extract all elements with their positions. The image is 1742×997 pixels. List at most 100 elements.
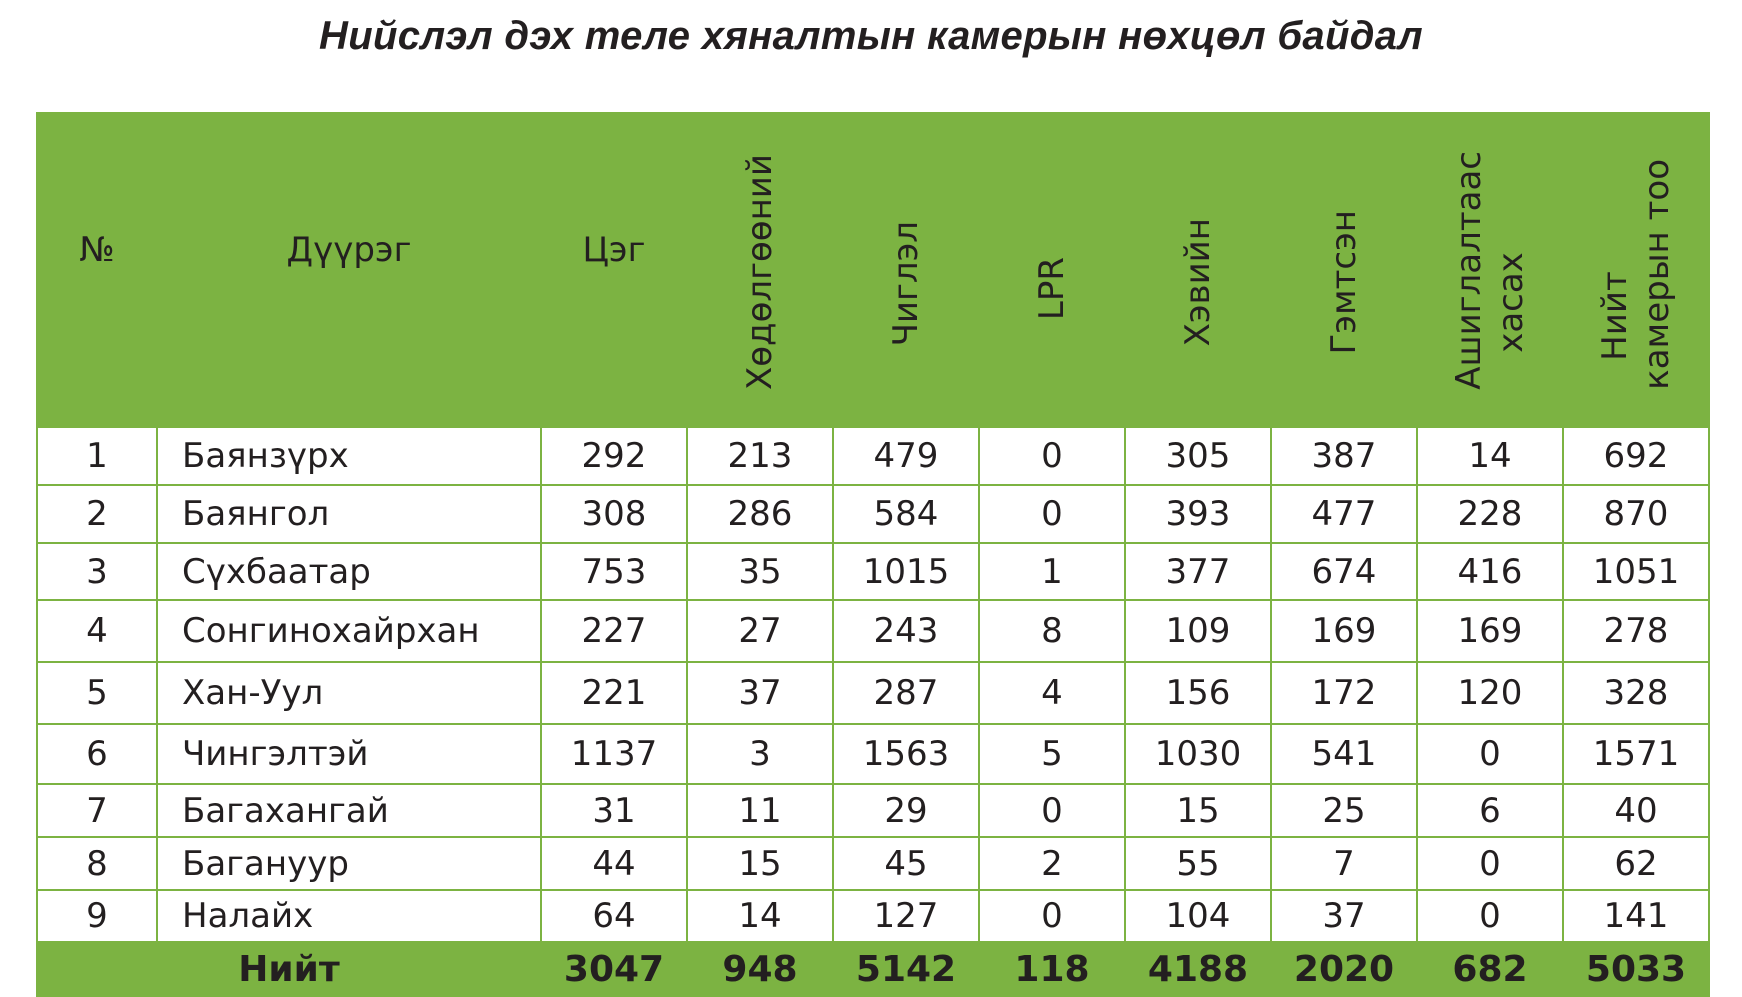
fixed-count: 1015 xyxy=(832,542,980,601)
removed-count: 169 xyxy=(1416,599,1564,663)
header-removed-label: Ашиглалтаас хасах xyxy=(1448,151,1532,390)
table-row: 3 Сүхбаатар 753 35 1015 1 377 674 416 1051 xyxy=(36,542,1710,601)
motion-count: 35 xyxy=(686,542,834,601)
lpr-count: 5 xyxy=(978,723,1126,785)
fixed-count: 584 xyxy=(832,484,980,544)
totals-label: Нийт xyxy=(36,941,542,997)
point-count: 64 xyxy=(540,889,688,943)
row-number: 8 xyxy=(36,836,158,891)
fixed-count: 45 xyxy=(832,836,980,891)
total-cell: 5033 xyxy=(1562,941,1710,997)
table-row: 8 Багануур 44 15 45 2 55 7 0 62 xyxy=(36,836,1710,891)
motion-count: 286 xyxy=(686,484,834,544)
fixed-count: 29 xyxy=(832,783,980,838)
row-number: 1 xyxy=(36,426,158,486)
motion-count: 14 xyxy=(686,889,834,943)
header-removed-line1: Ашиглалтаас xyxy=(1449,151,1489,390)
total-count: 278 xyxy=(1562,599,1710,663)
header-lpr-label: LPR xyxy=(1032,256,1072,320)
header-total-line1: Нийт xyxy=(1595,271,1635,362)
total-count: 40 xyxy=(1562,783,1710,838)
working-count: 156 xyxy=(1124,661,1272,725)
working-count: 104 xyxy=(1124,889,1272,943)
lpr-count: 4 xyxy=(978,661,1126,725)
broken-count: 7 xyxy=(1270,836,1418,891)
header-total-line2: камерын тоо xyxy=(1637,159,1677,390)
header-row: № Дүүрэг Цэг Хөдөлгөөний Чиглэл LPR Хэви… xyxy=(36,112,1710,428)
district-name: Баянзүрх xyxy=(156,426,542,486)
total-cell: 5142 xyxy=(832,941,980,997)
district-name: Баянгол xyxy=(156,484,542,544)
lpr-count: 0 xyxy=(978,889,1126,943)
row-number: 2 xyxy=(36,484,158,544)
table-row: 2 Баянгол 308 286 584 0 393 477 228 870 xyxy=(36,484,1710,544)
broken-count: 477 xyxy=(1270,484,1418,544)
total-cell: 118 xyxy=(978,941,1126,997)
header-point: Цэг xyxy=(540,112,688,428)
point-count: 308 xyxy=(540,484,688,544)
header-working: Хэвийн xyxy=(1124,112,1272,428)
point-count: 753 xyxy=(540,542,688,601)
district-name: Сүхбаатар xyxy=(156,542,542,601)
fixed-count: 1563 xyxy=(832,723,980,785)
total-cell: 948 xyxy=(686,941,834,997)
district-name: Багахангай xyxy=(156,783,542,838)
broken-count: 674 xyxy=(1270,542,1418,601)
removed-count: 0 xyxy=(1416,723,1564,785)
header-motion-label: Хөдөлгөөний xyxy=(740,153,780,390)
header-broken: Гэмтсэн xyxy=(1270,112,1418,428)
fixed-count: 243 xyxy=(832,599,980,663)
row-number: 5 xyxy=(36,661,158,725)
total-cell: 682 xyxy=(1416,941,1564,997)
total-count: 141 xyxy=(1562,889,1710,943)
table-row: 6 Чингэлтэй 1137 3 1563 5 1030 541 0 1571 xyxy=(36,723,1710,785)
totals-row: Нийт 3047 948 5142 118 4188 2020 682 503… xyxy=(36,941,1710,997)
header-fixed: Чиглэл xyxy=(832,112,980,428)
working-count: 305 xyxy=(1124,426,1272,486)
working-count: 393 xyxy=(1124,484,1272,544)
broken-count: 37 xyxy=(1270,889,1418,943)
page-title: Нийслэл дэх теле хяналтын камерын нөхцөл… xyxy=(319,14,1423,58)
header-removed-line2: хасах xyxy=(1491,252,1531,353)
broken-count: 541 xyxy=(1270,723,1418,785)
district-name: Багануур xyxy=(156,836,542,891)
motion-count: 3 xyxy=(686,723,834,785)
broken-count: 25 xyxy=(1270,783,1418,838)
row-number: 7 xyxy=(36,783,158,838)
lpr-count: 1 xyxy=(978,542,1126,601)
lpr-count: 0 xyxy=(978,426,1126,486)
district-name: Чингэлтэй xyxy=(156,723,542,785)
total-count: 1051 xyxy=(1562,542,1710,601)
fixed-count: 287 xyxy=(832,661,980,725)
point-count: 292 xyxy=(540,426,688,486)
lpr-count: 0 xyxy=(978,783,1126,838)
removed-count: 416 xyxy=(1416,542,1564,601)
motion-count: 27 xyxy=(686,599,834,663)
broken-count: 387 xyxy=(1270,426,1418,486)
row-number: 9 xyxy=(36,889,158,943)
motion-count: 37 xyxy=(686,661,834,725)
row-number: 3 xyxy=(36,542,158,601)
row-number: 4 xyxy=(36,599,158,663)
table-row: 5 Хан-Уул 221 37 287 4 156 172 120 328 xyxy=(36,661,1710,725)
header-total: Нийт камерын тоо xyxy=(1562,112,1710,428)
point-count: 31 xyxy=(540,783,688,838)
removed-count: 6 xyxy=(1416,783,1564,838)
header-broken-label: Гэмтсэн xyxy=(1324,209,1364,354)
working-count: 1030 xyxy=(1124,723,1272,785)
working-count: 109 xyxy=(1124,599,1272,663)
removed-count: 120 xyxy=(1416,661,1564,725)
motion-count: 11 xyxy=(686,783,834,838)
point-count: 44 xyxy=(540,836,688,891)
motion-count: 15 xyxy=(686,836,834,891)
lpr-count: 0 xyxy=(978,484,1126,544)
fixed-count: 127 xyxy=(832,889,980,943)
header-total-label: Нийт камерын тоо xyxy=(1594,159,1678,390)
district-name: Сонгинохайрхан xyxy=(156,599,542,663)
district-name: Налайх xyxy=(156,889,542,943)
total-count: 1571 xyxy=(1562,723,1710,785)
lpr-count: 2 xyxy=(978,836,1126,891)
total-count: 692 xyxy=(1562,426,1710,486)
camera-table: № Дүүрэг Цэг Хөдөлгөөний Чиглэл LPR Хэви… xyxy=(36,112,1710,997)
district-name: Хан-Уул xyxy=(156,661,542,725)
